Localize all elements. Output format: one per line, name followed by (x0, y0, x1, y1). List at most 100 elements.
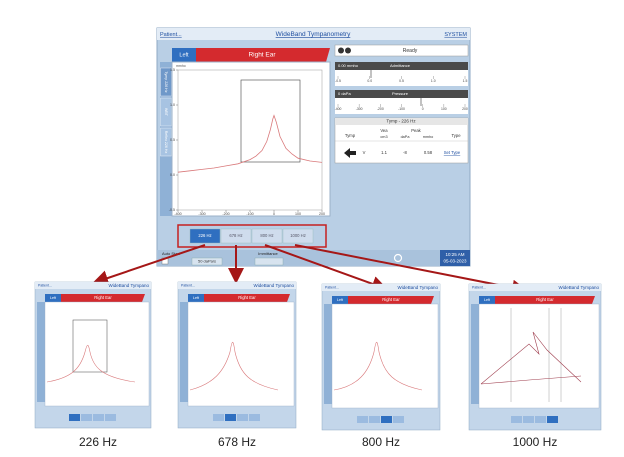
thumb-patient: Patient... (38, 284, 52, 288)
thumb-right-label: Right Ear (536, 297, 554, 302)
search-icon[interactable] (393, 253, 403, 263)
thumb-right-tab (61, 294, 145, 302)
table-cell: 1.1 (381, 150, 387, 155)
y-tick-label: 1.0 (170, 103, 175, 107)
caption: 1000 Hz (513, 435, 558, 449)
thumb-left-label: Left (484, 298, 490, 302)
table-header: Tymp (345, 133, 356, 138)
thumb-curve (189, 341, 279, 391)
thumb-left-label: Left (50, 296, 56, 300)
side-tab-label: WBT (164, 108, 168, 117)
thumb-chart (331, 303, 439, 409)
table-cell: 0.58 (424, 150, 433, 155)
table-subheader: daPa (401, 135, 411, 139)
scale-label: 1.0 (431, 79, 436, 83)
table-cell: V (363, 150, 366, 155)
thumb-left-tab (332, 296, 348, 304)
y-tick-label: 0.0 (170, 173, 175, 177)
scale-label: 0.5 (399, 79, 404, 83)
thumb-title: WideBand Tympano (398, 285, 439, 290)
thumb-freq-button (393, 416, 404, 423)
mode-label: Immittance (258, 251, 278, 256)
admittance-label: Admittance (390, 63, 411, 68)
y-tick-label: -0.5 (169, 208, 175, 212)
frequency-button[interactable] (220, 228, 252, 244)
thumb-curve (480, 331, 582, 385)
thumb-right-tab (204, 294, 290, 302)
thumb-left-label: Left (337, 298, 343, 302)
thumb-header (178, 282, 296, 289)
thumb-chart (44, 301, 150, 407)
thumb-patient: Patient... (472, 286, 486, 290)
scale-label: -400 (335, 107, 342, 111)
scale-label: -300 (356, 107, 363, 111)
admittance-header (335, 62, 468, 70)
frequency-button[interactable] (189, 228, 221, 244)
app-title: WideBand Tympanometry (276, 31, 351, 38)
thumb-freq-button (249, 414, 260, 421)
thumb-right-label: Right Ear (94, 295, 112, 300)
thumb-freq-button (237, 414, 248, 421)
chart-panel (171, 61, 331, 217)
thumbnail: Patient... WideBand Tympano Left Right Ear (34, 281, 152, 429)
status-icon (338, 47, 344, 54)
thumbnail: Patient... WideBand Tympano Left Right Ear (468, 283, 602, 431)
frequency-label: 226 Hz (198, 233, 211, 238)
table-title-bar (335, 118, 468, 125)
set-type-link[interactable]: Set Type (444, 150, 461, 155)
thumb-freq-button (357, 416, 368, 423)
right-ear-tab[interactable] (196, 48, 330, 62)
scale-label: 0.0 (367, 79, 372, 83)
thumb-freq-button (547, 416, 558, 423)
table-subheader: cm3 (380, 135, 387, 139)
thumb-freq-button (69, 414, 80, 421)
scale-label: 0 (422, 107, 424, 111)
table-header: Vea (380, 128, 388, 133)
left-tab-label: Left (179, 52, 189, 58)
table-cell: -8 (403, 150, 407, 155)
thumb-chart (478, 303, 600, 409)
frequency-highlight (177, 224, 327, 248)
status-text: Ready (403, 48, 418, 54)
right-ear-label: Right Ear (248, 52, 276, 59)
frequency-button[interactable] (251, 228, 283, 244)
rate-text: 50 daPa/s (198, 259, 216, 264)
thumb-left-tab (479, 296, 495, 304)
thumb-freq-button (105, 414, 116, 421)
row-arrow (344, 148, 356, 158)
status-icon (345, 47, 351, 54)
thumb-side-strip (180, 302, 188, 402)
caption: 800 Hz (362, 435, 400, 449)
table-subheader: mmho (423, 135, 434, 139)
scale-label: 100 (441, 107, 447, 111)
x-tick-label: 0 (273, 212, 275, 216)
table-header: Peak (411, 128, 421, 133)
x-tick-label: 100 (295, 212, 301, 216)
caption: 226 Hz (79, 435, 117, 449)
clock-date: 05-03-2023 (443, 259, 467, 264)
x-tick-label: 200 (319, 212, 325, 216)
clock-time: 10:25 AM (445, 252, 464, 257)
arrow (92, 244, 206, 286)
thumb-side-strip (471, 304, 479, 404)
thumb-side-strip (37, 302, 45, 402)
pressure-readout: 0 daPa (338, 91, 351, 96)
thumb-chart (187, 301, 295, 407)
thumb-freq-button (213, 414, 224, 421)
pressure-header (335, 90, 468, 98)
patient-link[interactable]: Patient... (160, 32, 182, 38)
thumb-left-label: Left (193, 296, 199, 300)
app-header (157, 28, 470, 40)
x-tick-label: -300 (198, 212, 205, 216)
system-link[interactable]: SYSTEM (444, 32, 467, 38)
results-table (334, 117, 469, 164)
thumb-freq-button (511, 416, 522, 423)
thumbnail: Patient... WideBand Tympano Left Right Ear (177, 281, 297, 429)
thumb-title: WideBand Tympano (559, 285, 600, 290)
frequency-button[interactable] (282, 228, 314, 244)
left-tab[interactable] (172, 48, 196, 62)
mode-select[interactable] (254, 257, 284, 266)
rate-select[interactable] (191, 257, 223, 266)
thumb-freq-button (523, 416, 534, 423)
